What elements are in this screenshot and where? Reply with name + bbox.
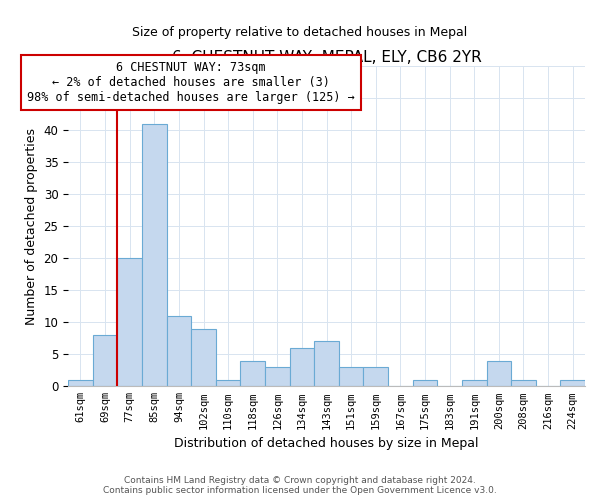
Bar	[314, 342, 339, 386]
Bar	[560, 380, 585, 386]
Text: 6 CHESTNUT WAY: 73sqm
← 2% of detached houses are smaller (3)
98% of semi-detach: 6 CHESTNUT WAY: 73sqm ← 2% of detached h…	[28, 60, 355, 104]
Title: 6, CHESTNUT WAY, MEPAL, ELY, CB6 2YR: 6, CHESTNUT WAY, MEPAL, ELY, CB6 2YR	[172, 50, 481, 65]
Bar	[265, 367, 290, 386]
Text: Contains HM Land Registry data © Crown copyright and database right 2024.
Contai: Contains HM Land Registry data © Crown c…	[103, 476, 497, 495]
Text: Size of property relative to detached houses in Mepal: Size of property relative to detached ho…	[133, 26, 467, 39]
Bar	[68, 380, 93, 386]
Bar	[290, 348, 314, 387]
Bar	[216, 380, 241, 386]
Bar	[462, 380, 487, 386]
Bar	[142, 124, 167, 386]
Bar	[167, 316, 191, 386]
X-axis label: Distribution of detached houses by size in Mepal: Distribution of detached houses by size …	[175, 437, 479, 450]
Bar	[191, 328, 216, 386]
Bar	[413, 380, 437, 386]
Bar	[339, 367, 364, 386]
Bar	[487, 360, 511, 386]
Y-axis label: Number of detached properties: Number of detached properties	[25, 128, 38, 324]
Bar	[511, 380, 536, 386]
Bar	[118, 258, 142, 386]
Bar	[364, 367, 388, 386]
Bar	[241, 360, 265, 386]
Bar	[93, 335, 118, 386]
